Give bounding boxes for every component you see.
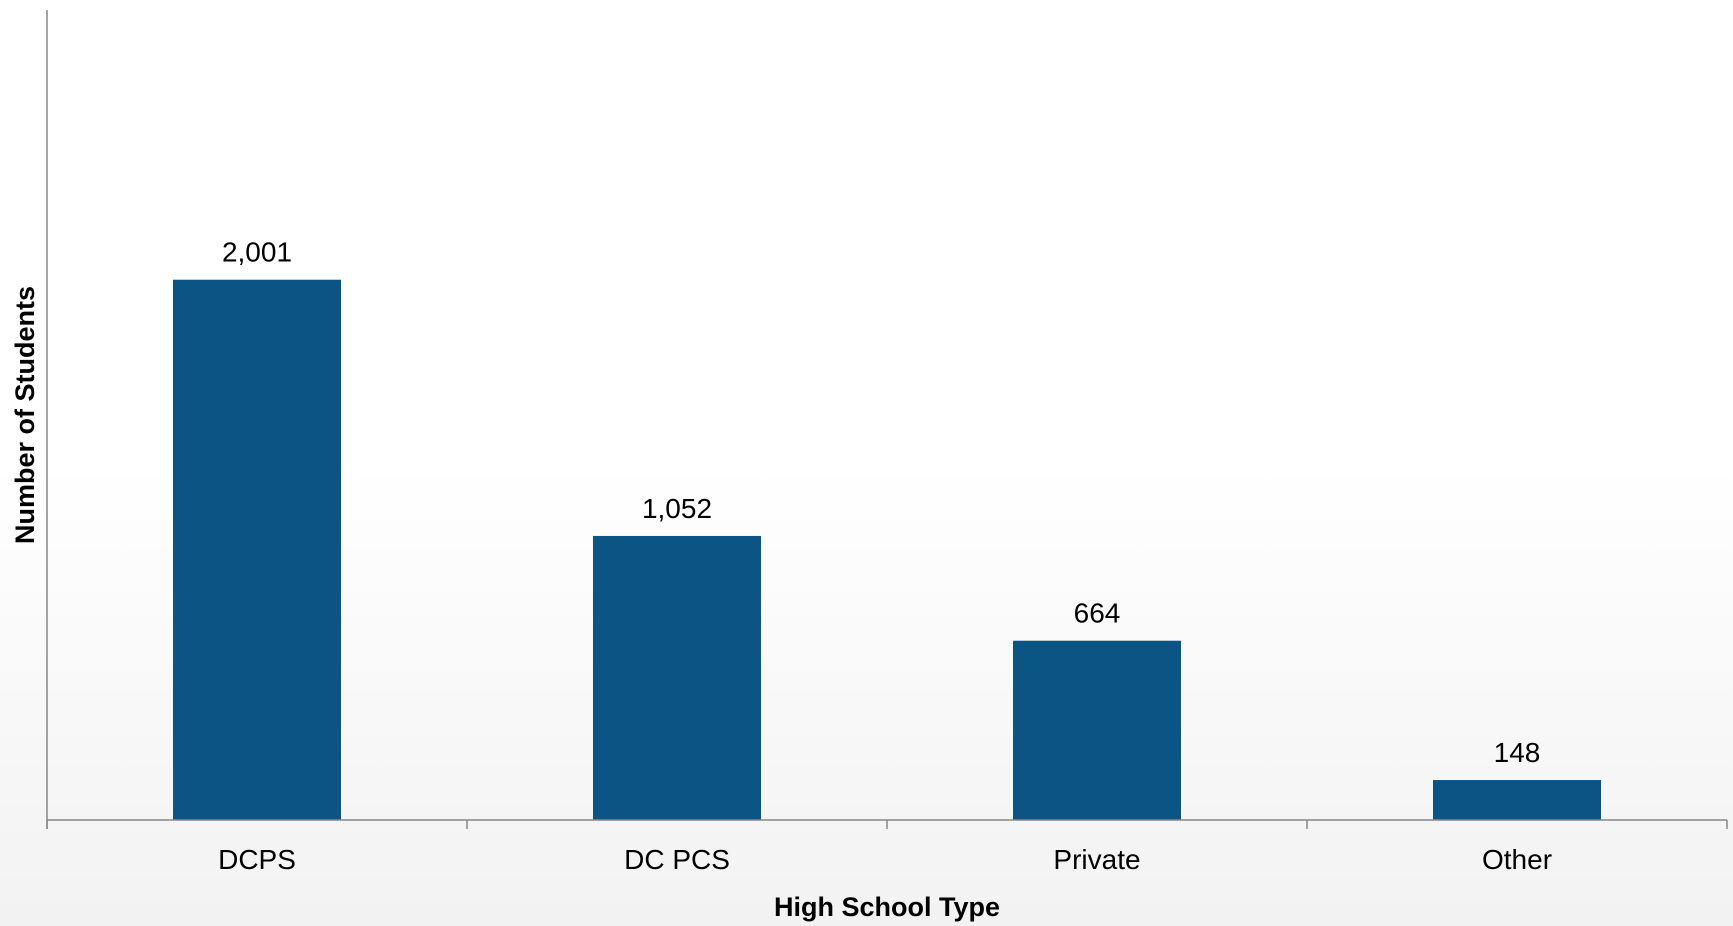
x-tick-label: DCPS <box>218 844 296 875</box>
bars-group <box>173 279 1601 821</box>
bar-private <box>1013 640 1181 820</box>
data-label: 2,001 <box>222 237 292 268</box>
bar-dcps <box>173 279 341 821</box>
x-tick-label: DC PCS <box>624 844 730 875</box>
y-axis-title: Number of Students <box>10 286 40 544</box>
x-tick-label: Other <box>1482 844 1552 875</box>
x-tick-labels-group: DCPS DC PCS Private Other <box>218 844 1552 875</box>
bar-dc-pcs <box>593 535 761 820</box>
x-tick-label: Private <box>1053 844 1140 875</box>
x-axis-title: High School Type <box>774 892 1000 922</box>
x-ticks-group <box>46 820 1728 829</box>
data-label: 1,052 <box>642 493 712 524</box>
bar-other <box>1433 780 1601 820</box>
data-label: 664 <box>1074 598 1121 629</box>
data-labels-group: 2,001 1,052 664 148 <box>222 237 1540 768</box>
data-label: 148 <box>1494 737 1541 768</box>
